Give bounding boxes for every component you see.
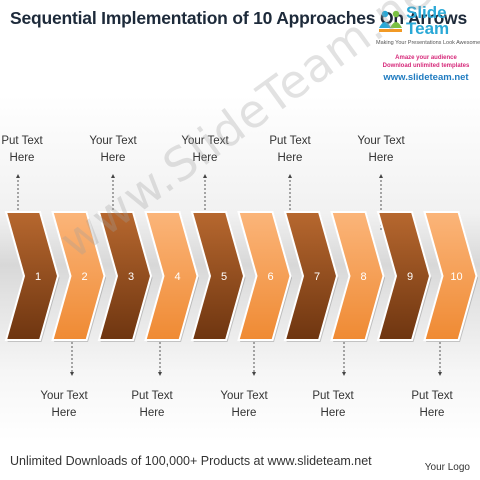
- logo-brand-top: Slide: [406, 3, 447, 22]
- label-line: Here: [192, 152, 218, 164]
- footer-text: Unlimited Downloads of 100,000+ Products…: [10, 454, 372, 468]
- chevron-8: 8: [330, 211, 385, 342]
- top-label-3: Your Text Here: [170, 133, 240, 167]
- logo-url-link[interactable]: www.slideteam.net: [383, 72, 469, 83]
- slideteam-mark-icon: [379, 10, 402, 32]
- chevron-shape: [330, 211, 385, 341]
- chevron-shape: [423, 211, 478, 341]
- slideteam-logo: Slide Team Making Your Presentations Loo…: [376, 3, 480, 84]
- bottom-label-3: Your Text Here: [209, 388, 279, 422]
- top-label-1: Put Text Here: [0, 133, 57, 167]
- bottom-label-4: Put Text Here: [298, 388, 368, 422]
- label-line: Your Text: [220, 390, 268, 402]
- your-logo-text: Your Logo: [424, 462, 470, 473]
- chevron-3: 3: [97, 211, 153, 342]
- label-line: Here: [277, 152, 303, 164]
- bottom-label-5: Put Text Here: [397, 388, 467, 422]
- logo-promo-line-2: Download unlimited templates: [382, 63, 470, 69]
- chevron-number: 10: [450, 271, 462, 283]
- bottom-label-2: Put Text Here: [117, 388, 187, 422]
- chevron-number: 8: [360, 271, 366, 283]
- label-line: Put Text: [269, 135, 311, 147]
- label-line: Here: [368, 152, 394, 164]
- chevron-2: 2: [51, 211, 106, 342]
- slide-title: Sequential Implementation of 10 Approach…: [10, 8, 467, 28]
- label-line: Here: [231, 407, 257, 419]
- chevron-9: 9: [376, 211, 432, 342]
- chevron-shape: [190, 211, 246, 341]
- chevron-row: 1 2 3 4 5 6 7 8 9 10: [4, 211, 478, 342]
- logo-promo-line-1: Amaze your audience: [395, 55, 457, 61]
- chevron-1: 1: [4, 211, 60, 342]
- chevron-shape: [144, 211, 199, 341]
- label-line: Your Text: [40, 390, 88, 402]
- chevron-number: 9: [407, 271, 413, 283]
- chevron-6: 6: [237, 211, 292, 342]
- chevron-number: 1: [35, 271, 41, 283]
- label-line: Put Text: [131, 390, 173, 402]
- chevron-shape: [4, 211, 60, 341]
- chevron-shape: [51, 211, 106, 341]
- label-line: Your Text: [357, 135, 405, 147]
- label-line: Here: [320, 407, 346, 419]
- chevron-shape: [376, 211, 432, 341]
- label-line: Here: [100, 152, 126, 164]
- label-line: Here: [9, 152, 35, 164]
- label-line: Here: [419, 407, 445, 419]
- chevron-4: 4: [144, 211, 199, 342]
- chevron-shape: [283, 211, 339, 341]
- bottom-label-1: Your Text Here: [29, 388, 99, 422]
- top-label-5: Your Text Here: [346, 133, 416, 167]
- label-line: Put Text: [1, 135, 43, 147]
- chevron-5: 5: [190, 211, 246, 342]
- chevron-number: 2: [81, 271, 87, 283]
- chevron-number: 6: [267, 271, 273, 283]
- logo-brand-bottom: Team: [406, 19, 450, 38]
- chevron-number: 7: [314, 271, 320, 283]
- label-line: Put Text: [411, 390, 453, 402]
- label-line: Your Text: [89, 135, 137, 147]
- chevron-7: 7: [283, 211, 339, 342]
- top-label-4: Put Text Here: [255, 133, 325, 167]
- top-label-2: Your Text Here: [78, 133, 148, 167]
- label-line: Put Text: [312, 390, 354, 402]
- chevron-number: 5: [221, 271, 227, 283]
- chevron-10: 10: [423, 211, 478, 342]
- label-line: Here: [139, 407, 165, 419]
- chevron-number: 3: [128, 271, 134, 283]
- label-line: Your Text: [181, 135, 229, 147]
- chevron-number: 4: [174, 271, 180, 283]
- label-line: Here: [51, 407, 77, 419]
- chevron-shape: [237, 211, 292, 341]
- chevron-shape: [97, 211, 153, 341]
- logo-tagline: Making Your Presentations Look Awesome: [376, 40, 480, 46]
